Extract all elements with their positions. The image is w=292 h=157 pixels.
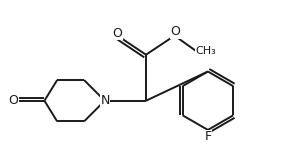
- Text: O: O: [9, 94, 19, 107]
- Text: CH₃: CH₃: [195, 46, 216, 56]
- Text: N: N: [100, 94, 110, 107]
- Text: F: F: [204, 130, 211, 143]
- Text: O: O: [112, 27, 122, 40]
- Text: O: O: [170, 25, 180, 38]
